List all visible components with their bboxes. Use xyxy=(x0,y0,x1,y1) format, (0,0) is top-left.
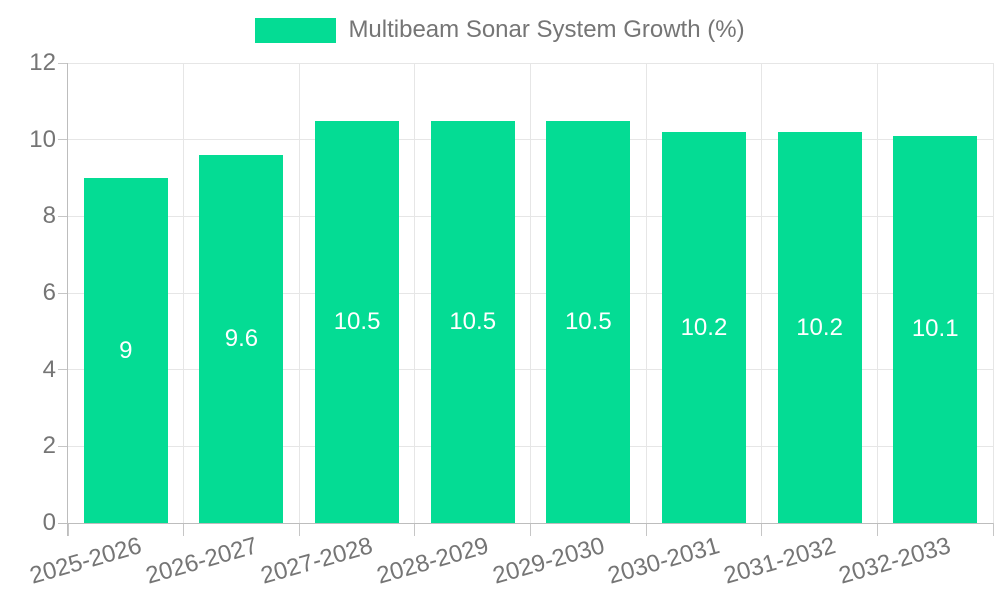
x-tick-mark xyxy=(761,523,763,536)
bar-value-label: 10.2 xyxy=(796,313,843,341)
x-tick-mark xyxy=(645,523,647,536)
bar-value-label: 10.2 xyxy=(680,313,728,341)
legend-item-growth[interactable]: Multibeam Sonar System Growth (%) xyxy=(255,16,745,44)
x-tick-label: 2029-2030 xyxy=(489,532,608,590)
x-tick-mark xyxy=(298,523,300,536)
x-axis-line xyxy=(58,523,993,524)
y-tick-mark xyxy=(58,292,68,294)
bar-2029-2030[interactable] xyxy=(546,120,631,523)
y-tick-mark xyxy=(58,369,68,371)
y-tick-mark xyxy=(58,62,68,64)
x-tick-label: 2032-2033 xyxy=(836,532,955,590)
bar-2026-2027[interactable] xyxy=(199,155,284,523)
v-gridline xyxy=(761,63,763,523)
v-gridline xyxy=(298,63,300,523)
y-tick-mark xyxy=(58,139,68,141)
y-tick-label: 2 xyxy=(42,432,56,460)
bar-2027-2028[interactable] xyxy=(315,120,400,523)
x-tick-mark xyxy=(183,523,185,536)
x-tick-label: 2030-2031 xyxy=(605,532,723,590)
x-tick-mark xyxy=(992,523,994,536)
y-tick-label: 12 xyxy=(29,49,56,76)
y-tick-label: 8 xyxy=(42,202,56,230)
x-tick-label: 2025-2026 xyxy=(26,532,145,590)
y-tick-label: 10 xyxy=(29,125,56,153)
v-gridline xyxy=(992,63,994,523)
y-tick-label: 6 xyxy=(42,279,56,306)
x-tick-label: 2027-2028 xyxy=(258,532,376,590)
bar-value-label: 9.6 xyxy=(224,325,259,352)
v-gridline xyxy=(876,63,878,523)
v-gridline xyxy=(645,63,647,523)
bar-2025-2026[interactable] xyxy=(83,178,168,523)
x-tick-mark xyxy=(414,523,416,536)
v-gridline xyxy=(530,63,531,523)
legend-swatch-icon xyxy=(255,17,337,43)
bar-value-label: 10.5 xyxy=(333,307,381,335)
bar-2032-2033[interactable] xyxy=(893,135,978,523)
bar-2031-2032[interactable] xyxy=(777,132,862,523)
x-tick-mark xyxy=(530,523,531,536)
bar-value-label: 10.5 xyxy=(564,307,612,335)
v-gridline xyxy=(414,63,416,523)
y-tick-label: 4 xyxy=(42,355,56,383)
y-axis-line xyxy=(67,63,68,536)
x-tick-mark xyxy=(67,523,69,536)
y-tick-mark xyxy=(58,445,68,447)
x-tick-label: 2031-2032 xyxy=(720,532,839,590)
y-tick-mark xyxy=(58,215,68,217)
bar-2028-2029[interactable] xyxy=(430,120,515,523)
v-gridline xyxy=(183,63,185,523)
bar-value-label: 9 xyxy=(119,336,133,364)
x-tick-mark xyxy=(876,523,878,536)
y-tick-label: 0 xyxy=(42,509,56,536)
bar-value-label: 10.5 xyxy=(449,307,497,335)
bar-value-label: 10.1 xyxy=(911,315,959,343)
legend: Multibeam Sonar System Growth (%) xyxy=(0,16,1000,44)
bar-2030-2031[interactable] xyxy=(661,132,746,523)
x-tick-label: 2026-2027 xyxy=(142,532,261,590)
legend-label: Multibeam Sonar System Growth (%) xyxy=(348,16,745,43)
x-tick-label: 2028-2029 xyxy=(373,532,492,590)
